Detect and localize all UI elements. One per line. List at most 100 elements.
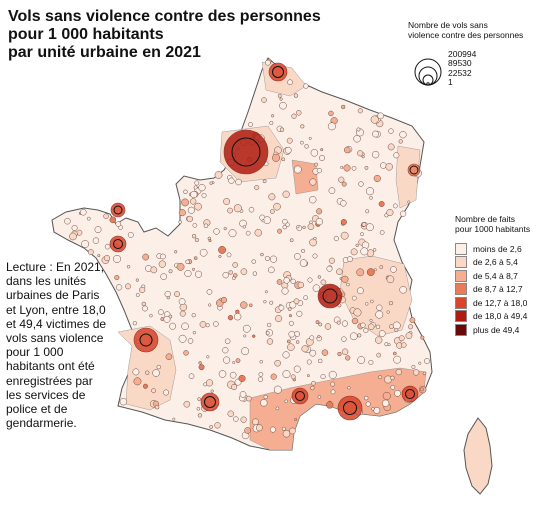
urban-unit-marker [388, 128, 394, 134]
city-circle-strasbourg [409, 165, 419, 175]
urban-unit-marker [214, 171, 223, 179]
urban-unit-marker [290, 374, 296, 380]
urban-unit-marker [373, 407, 381, 414]
urban-unit-marker [366, 268, 375, 277]
urban-unit-marker [142, 305, 148, 312]
reading-note-line: les services de [6, 387, 86, 402]
circle-legend-value: 200994 [448, 49, 477, 59]
urban-unit-marker [312, 253, 318, 259]
urban-unit-marker [386, 275, 395, 284]
city-circle-rennes [113, 205, 123, 215]
urban-unit-marker [133, 377, 142, 386]
urban-unit-marker [174, 291, 180, 298]
urban-unit-marker [375, 310, 384, 319]
reading-note-line: habitants ont été [6, 359, 95, 374]
urban-unit-marker [244, 427, 251, 434]
urban-unit-marker [420, 387, 424, 392]
urban-units-layer [64, 58, 430, 440]
legend-circle-22532 [422, 74, 434, 86]
circle-size-legend: Nombre de vols sans violence contre des … [408, 20, 536, 87]
urban-unit-marker [324, 323, 332, 330]
urban-unit-marker [287, 307, 292, 311]
urban-unit-marker [328, 257, 335, 264]
urban-unit-marker [176, 262, 185, 271]
urban-unit-marker [309, 349, 317, 357]
urban-unit-marker [368, 359, 374, 365]
urban-unit-marker [229, 371, 237, 379]
urban-unit-marker [387, 143, 395, 151]
urban-unit-marker [420, 335, 425, 340]
city-circle-toulouse [204, 396, 216, 408]
urban-unit-marker [181, 198, 189, 207]
urban-unit-marker [113, 254, 122, 263]
city-circle-marseille [343, 401, 357, 415]
urban-unit-marker [318, 322, 323, 327]
urban-unit-marker [290, 278, 296, 284]
urban-unit-marker [282, 218, 288, 225]
urban-unit-marker [281, 157, 286, 162]
urban-unit-marker [355, 243, 359, 248]
urban-unit-marker [369, 196, 373, 200]
urban-unit-marker [376, 352, 382, 358]
rate-legend-swatch [455, 310, 467, 323]
urban-unit-marker [179, 310, 186, 317]
urban-unit-marker [80, 209, 87, 216]
urban-unit-marker [220, 296, 228, 304]
urban-unit-marker [279, 101, 287, 110]
urban-unit-marker [365, 401, 371, 407]
urban-unit-marker [282, 429, 291, 438]
urban-unit-marker [283, 277, 290, 284]
urban-unit-marker [263, 394, 268, 400]
urban-unit-marker [151, 388, 157, 394]
rate-legend-label: de 12,7 à 18,0 [473, 297, 528, 308]
urban-unit-marker [340, 200, 347, 207]
urban-unit-marker [296, 310, 303, 317]
urban-unit-marker [316, 168, 322, 174]
circle-legend-title-line-1: Nombre de vols sans [408, 20, 488, 30]
urban-unit-marker [422, 371, 427, 376]
urban-unit-marker [232, 262, 238, 268]
urban-unit-marker [235, 178, 242, 186]
urban-unit-marker [319, 154, 326, 161]
urban-unit-marker [145, 370, 150, 375]
circle-size-legend-symbols [414, 58, 442, 86]
urban-unit-marker [243, 334, 247, 338]
city-area-montpellier [291, 387, 309, 405]
urban-unit-marker [281, 287, 289, 295]
urban-unit-marker [379, 265, 384, 269]
urban-unit-marker [380, 162, 387, 169]
urban-unit-marker [361, 155, 365, 159]
urban-unit-marker [132, 368, 140, 376]
urban-unit-marker [317, 334, 321, 339]
urban-unit-marker [178, 298, 186, 305]
urban-unit-marker [260, 252, 264, 257]
urban-unit-marker [249, 303, 253, 308]
rate-legend-title-line-1: Nombre de faits [455, 214, 515, 224]
urban-unit-marker [343, 164, 351, 172]
urban-unit-marker [218, 246, 227, 254]
urban-unit-marker [194, 270, 203, 278]
urban-unit-marker [309, 238, 317, 247]
urban-unit-marker [399, 131, 407, 139]
city-area-bordeaux [133, 327, 159, 353]
urban-unit-marker [365, 187, 375, 196]
urban-unit-marker [294, 418, 298, 422]
urban-unit-marker [258, 371, 264, 377]
urban-unit-marker [287, 343, 295, 351]
urban-unit-marker [330, 381, 336, 387]
rate-legend-swatch [455, 296, 467, 309]
urban-unit-marker [310, 385, 315, 391]
urban-unit-marker [353, 308, 362, 317]
map-title: Vols sans violence contre des personnes … [8, 8, 321, 62]
urban-unit-marker [379, 230, 385, 235]
urban-unit-marker [371, 150, 380, 159]
rate-legend-item: moins de 2,6 [455, 242, 536, 256]
urban-unit-marker [114, 275, 120, 281]
urban-unit-marker [388, 324, 394, 330]
urban-unit-marker [369, 318, 373, 322]
urban-unit-marker [235, 358, 241, 363]
urban-unit-marker [240, 416, 247, 423]
urban-unit-marker [81, 240, 90, 248]
urban-unit-marker [240, 268, 248, 275]
city-area-lille [268, 62, 288, 82]
